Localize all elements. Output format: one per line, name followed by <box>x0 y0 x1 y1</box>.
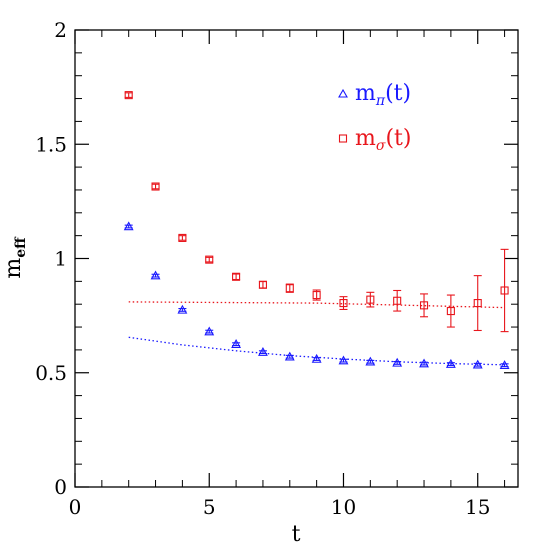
x-tick-label: 15 <box>465 495 490 519</box>
data-point-square <box>205 255 214 264</box>
fit-curve-square <box>128 301 505 309</box>
y-tick-label: 2 <box>54 18 67 42</box>
legend-marker-square <box>338 134 348 143</box>
y-tick-label: 1 <box>54 247 67 271</box>
legend-label-base: m <box>355 126 376 151</box>
data-point-triangle <box>392 357 403 367</box>
x-tick-label: 5 <box>203 495 216 519</box>
y-axis-label-base: m <box>1 258 26 279</box>
y-tick-label: 0.5 <box>35 361 67 385</box>
plot-frame <box>74 29 519 488</box>
data-point-triangle <box>177 304 188 314</box>
y-tick-label: 0 <box>54 475 67 499</box>
y-tick-label: 1.5 <box>35 132 67 156</box>
data-point-triangle <box>231 339 242 348</box>
data-point-square <box>393 296 402 305</box>
data-point-triangle <box>204 326 215 336</box>
data-point-square <box>366 295 375 304</box>
x-tick-label: 0 <box>69 495 82 519</box>
data-point-square <box>151 182 160 191</box>
data-point-triangle <box>258 347 268 356</box>
data-point-square <box>258 280 267 289</box>
data-point-square <box>124 91 133 100</box>
x-axis-label: t <box>292 522 301 545</box>
data-points <box>123 91 510 369</box>
data-point-triangle <box>365 356 376 366</box>
legend: mπ(t)mσ(t) <box>338 81 411 154</box>
legend-label-suffix: (t) <box>385 81 411 106</box>
data-point-square <box>232 272 241 281</box>
data-point-triangle <box>338 355 349 365</box>
data-point-triangle <box>150 270 161 280</box>
data-point-triangle <box>445 358 456 368</box>
data-point-triangle <box>499 360 510 369</box>
legend-label-sub: π <box>375 93 386 109</box>
data-point-square <box>285 284 294 293</box>
data-point-square <box>473 299 482 308</box>
data-point-square <box>178 233 187 242</box>
data-point-square <box>339 299 348 308</box>
y-axis-label: meff <box>1 236 29 279</box>
data-point-triangle <box>284 351 295 361</box>
y-axis-label-sub: eff <box>13 236 29 258</box>
legend-label-base: m <box>355 81 376 106</box>
tick-labels: 0 5 10 15 0 0.5 1 1.5 2 <box>35 18 490 519</box>
legend-label-suffix: (t) <box>385 126 411 151</box>
data-point-square <box>446 307 455 316</box>
legend-label: mπ(t) <box>355 81 411 109</box>
legend-marker-triangle <box>338 88 348 98</box>
data-point-square <box>419 301 429 310</box>
data-point-triangle <box>419 358 429 368</box>
legend-label-sub: σ <box>376 138 386 154</box>
data-point-square <box>312 291 321 300</box>
x-tick-label: 10 <box>331 495 356 519</box>
data-point-triangle <box>123 221 134 231</box>
data-point-triangle <box>311 353 322 363</box>
data-point-square <box>500 286 509 295</box>
data-point-triangle <box>472 359 483 369</box>
axis-ticks <box>74 29 518 488</box>
legend-label: mσ(t) <box>355 126 411 154</box>
